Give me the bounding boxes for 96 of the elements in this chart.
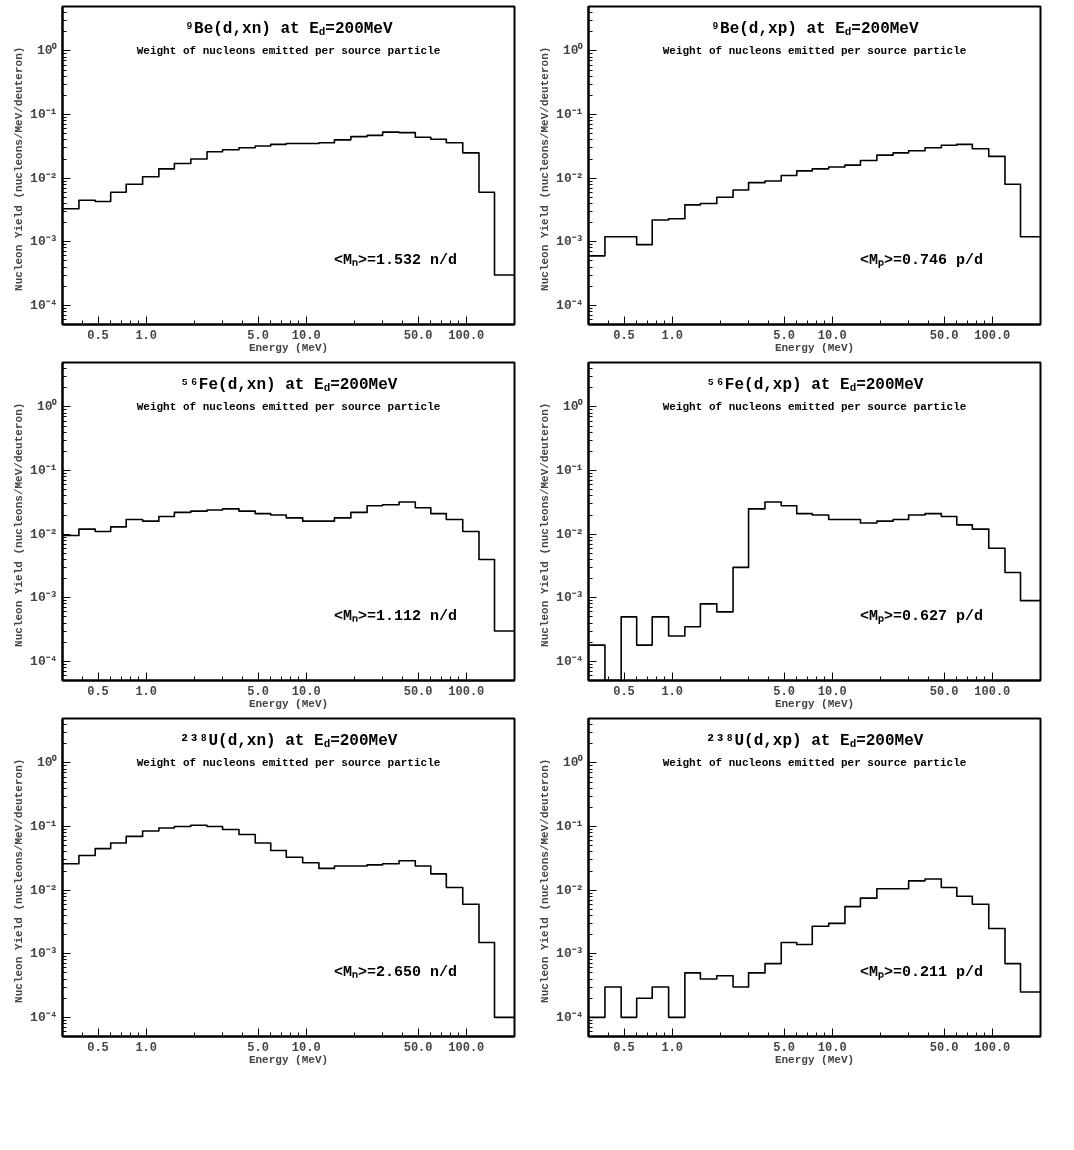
x-tick-label: 5.0 — [247, 1040, 269, 1055]
text: ⁵⁶Fe(d,xn) at Ed=200MeV — [179, 375, 398, 395]
x-tick-label: 1.0 — [135, 328, 157, 343]
x-tick-label: 50.0 — [403, 684, 433, 699]
y-tick-label: 10⁰ — [36, 42, 58, 59]
y-tick-label: 10⁻⁴ — [30, 653, 58, 669]
x-tick-label: 0.5 — [613, 1040, 635, 1055]
x-tick-label: 50.0 — [403, 1040, 433, 1055]
x-tick-label: 5.0 — [773, 1040, 795, 1055]
annotation: <Mₚ>=0.211 p/d — [859, 964, 984, 982]
x-tick-label: 10.0 — [817, 684, 847, 699]
y-axis-title: Nucleon Yield (nucleons/MeV/deuteron) — [13, 402, 26, 647]
y-tick-label: 10⁻³ — [30, 946, 58, 962]
y-tick-label: 10⁻³ — [30, 234, 58, 250]
y-tick-label: 10⁻⁴ — [556, 653, 584, 669]
y-tick-label: 10⁰ — [562, 754, 584, 771]
y-tick-label: 10⁻³ — [556, 946, 584, 962]
annotation: <Mₙ>=2.650 n/d — [333, 964, 458, 982]
y-axis-title: Nucleon Yield (nucleons/MeV/deuteron) — [539, 402, 552, 647]
x-tick-label: 100.0 — [448, 1040, 485, 1055]
x-tick-label: 1.0 — [661, 1040, 683, 1055]
x-axis-title: Energy (MeV) — [248, 341, 329, 354]
text: Weight of nucleons emitted per source particle — [662, 44, 967, 57]
y-tick-label: 10⁻² — [30, 882, 58, 898]
x-tick-label: 0.5 — [613, 328, 635, 343]
x-tick-label: 1.0 — [661, 328, 683, 343]
text: Weight of nucleons emitted per source particle — [662, 756, 967, 769]
x-tick-label: 100.0 — [974, 328, 1011, 343]
x-tick-label: 0.5 — [613, 684, 635, 699]
y-tick-label: 10⁻² — [556, 882, 584, 898]
y-tick-label: 10⁻¹ — [556, 819, 584, 835]
annotation: <Mₚ>=0.627 p/d — [859, 608, 984, 626]
text: Weight of nucleons emitted per source particle — [662, 400, 967, 413]
y-tick-label: 10⁻² — [556, 526, 584, 542]
x-tick-label: 0.5 — [87, 1040, 109, 1055]
y-tick-label: 10⁻⁴ — [30, 1009, 58, 1025]
annotation: <Mₚ>=0.746 p/d — [859, 252, 984, 270]
x-tick-label: 0.5 — [87, 328, 109, 343]
y-axis-title: Nucleon Yield (nucleons/MeV/deuteron) — [13, 758, 26, 1003]
text: ²³⁸U(d,xp) at Ed=200MeV — [705, 731, 924, 751]
text: ⁹Be(d,xn) at Ed=200MeV — [184, 19, 393, 39]
text: ⁵⁶Fe(d,xp) at Ed=200MeV — [705, 375, 924, 395]
annotation: <Mₙ>=1.532 n/d — [333, 252, 458, 270]
x-tick-label: 100.0 — [448, 684, 485, 699]
y-tick-label: 10⁻⁴ — [30, 297, 58, 313]
y-tick-label: 10⁻³ — [556, 590, 584, 606]
y-tick-label: 10⁻¹ — [556, 107, 584, 123]
x-tick-label: 50.0 — [929, 684, 959, 699]
y-tick-label: 10⁻¹ — [30, 463, 58, 479]
x-axis-title: Energy (MeV) — [248, 1053, 329, 1066]
y-axis-title: Nucleon Yield (nucleons/MeV/deuteron) — [539, 46, 552, 291]
text: Weight of nucleons emitted per source particle — [136, 756, 441, 769]
y-tick-label: 10⁻⁴ — [556, 1009, 584, 1025]
x-tick-label: 10.0 — [817, 328, 847, 343]
y-tick-label: 10⁻² — [30, 526, 58, 542]
x-tick-label: 10.0 — [291, 684, 321, 699]
text: Weight of nucleons emitted per source particle — [136, 400, 441, 413]
x-tick-label: 0.5 — [87, 684, 109, 699]
text: ²³⁸U(d,xn) at Ed=200MeV — [179, 731, 398, 751]
x-tick-label: 100.0 — [448, 328, 485, 343]
x-tick-label: 5.0 — [247, 684, 269, 699]
x-axis-title: Energy (MeV) — [774, 1053, 855, 1066]
x-axis-title: Energy (MeV) — [248, 697, 329, 710]
y-axis-title: Nucleon Yield (nucleons/MeV/deuteron) — [13, 46, 26, 291]
y-axis-title: Nucleon Yield (nucleons/MeV/deuteron) — [539, 758, 552, 1003]
x-tick-label: 1.0 — [135, 684, 157, 699]
y-tick-label: 10⁻⁴ — [556, 297, 584, 313]
x-tick-label: 100.0 — [974, 684, 1011, 699]
y-tick-label: 10⁻³ — [30, 590, 58, 606]
x-tick-label: 10.0 — [291, 328, 321, 343]
x-axis-title: Energy (MeV) — [774, 341, 855, 354]
x-tick-label: 50.0 — [929, 1040, 959, 1055]
y-tick-label: 10⁰ — [562, 42, 584, 59]
x-tick-label: 100.0 — [974, 1040, 1011, 1055]
x-tick-label: 1.0 — [661, 684, 683, 699]
y-tick-label: 10⁻³ — [556, 234, 584, 250]
text: ⁹Be(d,xp) at Ed=200MeV — [710, 19, 919, 39]
y-tick-label: 10⁻² — [556, 170, 584, 186]
y-tick-label: 10⁻² — [30, 170, 58, 186]
y-tick-label: 10⁻¹ — [30, 819, 58, 835]
x-axis-title: Energy (MeV) — [774, 697, 855, 710]
y-tick-label: 10⁻¹ — [556, 463, 584, 479]
x-tick-label: 5.0 — [247, 328, 269, 343]
x-tick-label: 10.0 — [817, 1040, 847, 1055]
x-tick-label: 10.0 — [291, 1040, 321, 1055]
y-tick-label: 10⁰ — [36, 398, 58, 415]
x-tick-label: 5.0 — [773, 684, 795, 699]
y-tick-label: 10⁰ — [562, 398, 584, 415]
x-tick-label: 50.0 — [929, 328, 959, 343]
annotation: <Mₙ>=1.112 n/d — [333, 608, 458, 626]
text: Weight of nucleons emitted per source particle — [136, 44, 441, 57]
y-tick-label: 10⁰ — [36, 754, 58, 771]
y-tick-label: 10⁻¹ — [30, 107, 58, 123]
x-tick-label: 1.0 — [135, 1040, 157, 1055]
x-tick-label: 5.0 — [773, 328, 795, 343]
x-tick-label: 50.0 — [403, 328, 433, 343]
